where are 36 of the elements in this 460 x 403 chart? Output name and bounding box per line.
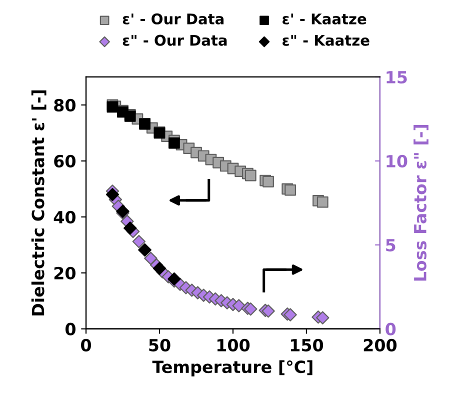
point xyxy=(152,262,166,276)
point xyxy=(244,302,258,316)
y2-axis-title: Loss Factor ε" [-] xyxy=(414,125,428,281)
x-tick-label: 200 xyxy=(364,338,397,352)
point xyxy=(232,299,246,312)
x-tick-label: 0 xyxy=(81,338,92,352)
point xyxy=(244,170,256,182)
y-tick-label: 0 xyxy=(66,322,76,336)
y2-tick-label: 5 xyxy=(386,239,396,252)
point xyxy=(144,252,158,265)
point xyxy=(284,184,296,196)
legend-label: ε' - Kaatze xyxy=(282,14,366,24)
y2-tick-label: 10 xyxy=(386,154,408,168)
y-tick-label: 20 xyxy=(54,266,76,280)
legend-label: ε' - Our Data xyxy=(122,13,224,24)
y2-tick-label: 15 xyxy=(386,71,407,84)
x-tick-label: 150 xyxy=(290,338,324,352)
point xyxy=(132,234,146,248)
point xyxy=(316,196,328,208)
x-axis-title: Temperature [°C] xyxy=(152,360,312,376)
point xyxy=(168,137,180,149)
point xyxy=(124,221,137,235)
x-tick-label: 100 xyxy=(217,338,250,352)
y-tick-label: 40 xyxy=(54,210,76,224)
legend-label: ε" - Our Data xyxy=(122,34,227,46)
y-tick-label: 80 xyxy=(54,98,76,112)
point xyxy=(262,304,275,318)
x-tick-label: 50 xyxy=(149,338,170,352)
point xyxy=(106,188,120,202)
y-axis-title: Dielectric Constant ε' [-] xyxy=(31,90,46,316)
point xyxy=(316,311,330,324)
point xyxy=(262,176,274,188)
y2-tick-label: 0 xyxy=(386,322,396,336)
legend-label: ε" - Kaatze xyxy=(282,34,370,46)
y-tick-label: 60 xyxy=(54,154,76,168)
point xyxy=(284,308,297,322)
